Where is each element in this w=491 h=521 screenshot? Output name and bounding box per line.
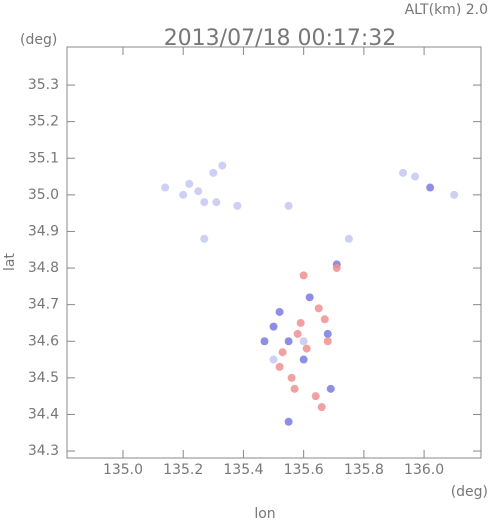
y-tick-label: 35.0	[28, 187, 59, 203]
echo-point	[320, 315, 329, 324]
echo-point	[426, 183, 435, 192]
echo-point	[411, 172, 420, 181]
echo-point	[314, 304, 323, 313]
echo-point	[194, 187, 203, 196]
echo-point	[200, 234, 209, 243]
echo-point	[450, 190, 459, 199]
echo-point	[209, 168, 218, 177]
echo-point	[233, 201, 242, 210]
y-tick-label: 34.3	[28, 443, 59, 459]
y-axis-label: lat	[2, 253, 18, 271]
y-tick-label: 34.5	[28, 370, 59, 386]
y-tick-label: 35.1	[28, 150, 59, 166]
echo-point	[218, 161, 227, 170]
altitude-label: ALT(km) 2.0	[405, 2, 488, 18]
echo-point	[311, 392, 320, 401]
y-tick-label: 34.4	[28, 406, 59, 422]
y-tick-label: 35.2	[28, 114, 59, 130]
y-unit: (deg)	[20, 32, 57, 48]
y-tick-label: 34.8	[28, 260, 59, 276]
y-tick-label: 34.6	[28, 333, 59, 349]
echo-point	[275, 307, 284, 316]
echo-point	[299, 337, 308, 346]
echo-point	[293, 329, 302, 338]
echo-point	[299, 355, 308, 364]
x-tick-label: 135.8	[344, 462, 384, 478]
x-unit: (deg)	[451, 484, 488, 500]
y-tick-label: 35.3	[28, 77, 59, 93]
echo-point	[269, 322, 278, 331]
echo-point	[260, 337, 269, 346]
echo-point	[323, 329, 332, 338]
x-tick-label: 135.6	[284, 462, 324, 478]
echo-point	[278, 348, 287, 357]
echo-point	[161, 183, 170, 192]
x-tick-label: 135.2	[163, 462, 203, 478]
echo-point	[344, 234, 353, 243]
echo-point	[296, 318, 305, 327]
echo-point	[185, 179, 194, 188]
echo-point	[290, 384, 299, 393]
echo-point	[399, 168, 408, 177]
echo-point	[317, 403, 326, 412]
echo-point	[284, 417, 293, 426]
echo-point	[179, 190, 188, 199]
echo-point	[287, 373, 296, 382]
echo-point	[284, 201, 293, 210]
echo-point	[302, 344, 311, 353]
echo-point	[332, 264, 341, 273]
x-axis-label: lon	[254, 506, 275, 521]
echo-point	[212, 198, 221, 207]
echo-point	[200, 198, 209, 207]
plot-frame	[66, 46, 482, 459]
y-tick-label: 34.9	[28, 223, 59, 239]
echo-point	[323, 337, 332, 346]
x-tick-label: 135.0	[103, 462, 143, 478]
echo-point	[305, 293, 314, 302]
echo-point	[284, 337, 293, 346]
x-tick-label: 136.0	[404, 462, 444, 478]
echo-point	[299, 271, 308, 280]
echo-point	[269, 355, 278, 364]
x-tick-label: 135.4	[223, 462, 263, 478]
echo-point	[275, 362, 284, 371]
y-tick-label: 34.7	[28, 297, 59, 313]
echo-point	[326, 384, 335, 393]
